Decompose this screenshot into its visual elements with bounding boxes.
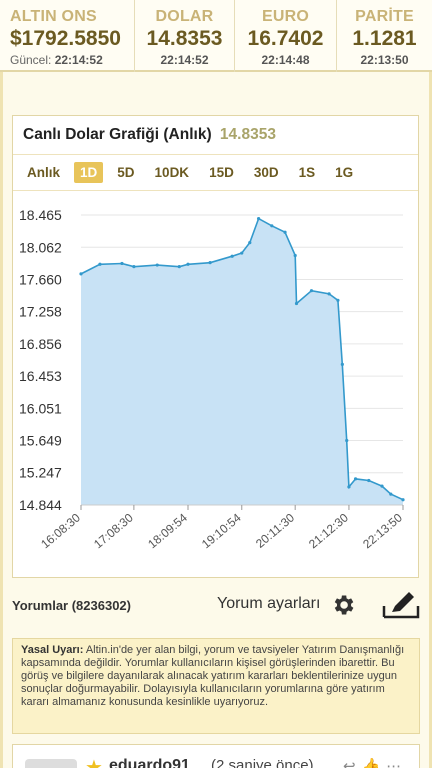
ticker-label: DOLAR bbox=[155, 8, 214, 25]
price-ticker: ALTIN ONS $1792.5850 Güncel: 22:14:52 DO… bbox=[0, 0, 432, 72]
tab-5d[interactable]: 5D bbox=[117, 165, 135, 180]
ticker-euro[interactable]: EURO 16.7402 22:14:48 bbox=[235, 0, 337, 72]
chart-header: Canlı Dolar Grafiği (Anlık) 14.8353 bbox=[13, 116, 418, 155]
x-tick-label: 22:13:50 bbox=[360, 510, 405, 551]
chart-current-value: 14.8353 bbox=[219, 126, 276, 143]
data-point bbox=[336, 298, 340, 302]
x-tick-label: 21:12:30 bbox=[306, 510, 351, 551]
data-point bbox=[380, 484, 384, 488]
data-point bbox=[248, 241, 252, 245]
data-point bbox=[367, 478, 371, 483]
x-tick-label: 19:10:54 bbox=[199, 510, 244, 551]
ticker-parite[interactable]: PARİTE 1.1281 22:13:50 bbox=[337, 0, 432, 72]
more-icon[interactable]: ⋯ bbox=[386, 758, 408, 768]
data-point bbox=[240, 251, 244, 255]
y-tick-label: 17.660 bbox=[19, 271, 62, 287]
y-tick-label: 17.258 bbox=[19, 304, 62, 320]
ticker-value: 14.8353 bbox=[146, 27, 223, 50]
ticker-time-prefix: Güncel: bbox=[10, 53, 52, 67]
ticker-time: 22:14:48 bbox=[261, 53, 310, 67]
ticker-value: 1.1281 bbox=[352, 27, 417, 50]
ticker-label: PARİTE bbox=[355, 8, 414, 25]
data-point bbox=[401, 498, 405, 502]
tab-anlik[interactable]: Anlık bbox=[27, 165, 61, 180]
tab-15d[interactable]: 15D bbox=[209, 165, 234, 180]
ticker-dolar[interactable]: DOLAR 14.8353 22:14:52 bbox=[135, 0, 235, 72]
data-point bbox=[98, 262, 102, 266]
x-tick-label: 16:08:30 bbox=[38, 510, 83, 551]
comments-bar: Yorumlar (8236302) Yorum ayarları bbox=[12, 588, 420, 622]
data-point bbox=[79, 272, 83, 276]
star-icon: ★ bbox=[85, 757, 103, 768]
data-point bbox=[294, 301, 299, 306]
data-point bbox=[155, 263, 159, 267]
data-point bbox=[283, 230, 287, 234]
y-tick-label: 15.649 bbox=[19, 433, 62, 449]
data-point bbox=[186, 262, 190, 266]
chart-range-tabs: Anlık 1D 5D 10DK 15D 30D 1S 1G bbox=[13, 155, 418, 191]
series-area bbox=[81, 218, 403, 505]
y-tick-label: 15.247 bbox=[19, 465, 62, 481]
data-point bbox=[120, 261, 124, 266]
data-point bbox=[327, 292, 331, 296]
warning-title: Yasal Uyarı: bbox=[21, 644, 84, 656]
tab-30d[interactable]: 30D bbox=[253, 165, 279, 180]
data-point bbox=[177, 265, 181, 269]
ticker-value: 16.7402 bbox=[247, 27, 324, 50]
gear-icon[interactable] bbox=[330, 592, 356, 618]
ticker-time: 22:14:52 bbox=[160, 53, 209, 67]
warning-text: Altin.in'de yer alan bilgi, yorum ve tav… bbox=[21, 644, 405, 708]
comment-settings-link[interactable]: Yorum ayarları bbox=[217, 595, 321, 612]
data-point bbox=[270, 224, 274, 228]
data-point bbox=[132, 265, 136, 269]
data-point bbox=[347, 485, 351, 489]
data-point bbox=[389, 492, 393, 496]
ticker-time-value: 22:14:52 bbox=[54, 53, 103, 67]
data-point bbox=[208, 261, 212, 265]
comment-actions: ↩👍⋯ bbox=[343, 757, 407, 768]
tab-1d[interactable]: 1D bbox=[74, 162, 104, 183]
left-rail bbox=[0, 72, 3, 768]
like-icon[interactable]: 👍 bbox=[361, 758, 387, 768]
pencil-icon[interactable] bbox=[382, 590, 420, 620]
data-point bbox=[293, 253, 297, 258]
data-point bbox=[345, 438, 349, 443]
y-tick-label: 14.844 bbox=[19, 497, 62, 513]
data-point bbox=[309, 289, 314, 293]
tab-10dk[interactable]: 10DK bbox=[154, 165, 190, 180]
legal-warning: Yasal Uyarı: Altin.in'de yer alan bilgi,… bbox=[12, 638, 420, 734]
ticker-time: 22:13:50 bbox=[360, 53, 409, 67]
x-tick-label: 18:09:54 bbox=[145, 510, 190, 551]
dollar-chart[interactable]: 18.465 18.062 17.660 17.258 16.856 16.453 16.0… bbox=[13, 194, 418, 577]
chart-card: Canlı Dolar Grafiği (Anlık) 14.8353 Anlı… bbox=[12, 115, 419, 578]
comment-time: (2 saniye önce) bbox=[211, 757, 314, 768]
y-tick-label: 16.051 bbox=[19, 400, 62, 416]
comment-item: ★ eduardo91 (2 saniye önce) ↩👍⋯ bbox=[12, 744, 420, 768]
y-tick-label: 18.062 bbox=[19, 239, 62, 255]
comment-username[interactable]: eduardo91 bbox=[109, 757, 190, 768]
chart-title: Canlı Dolar Grafiği (Anlık) bbox=[23, 126, 212, 143]
data-point bbox=[340, 362, 344, 366]
y-tick-label: 16.453 bbox=[19, 368, 62, 384]
data-point bbox=[230, 254, 234, 258]
y-tick-label: 18.465 bbox=[19, 207, 62, 223]
tab-1s[interactable]: 1S bbox=[298, 165, 316, 180]
data-point bbox=[256, 217, 261, 221]
data-point bbox=[353, 477, 358, 481]
ticker-label: ALTIN ONS bbox=[10, 8, 97, 25]
avatar[interactable] bbox=[25, 759, 77, 768]
y-tick-label: 16.856 bbox=[19, 336, 62, 352]
tab-1g[interactable]: 1G bbox=[335, 165, 354, 180]
comments-count: Yorumlar (8236302) bbox=[12, 598, 131, 613]
ticker-gold-ons[interactable]: ALTIN ONS $1792.5850 Güncel: 22:14:52 bbox=[0, 0, 135, 72]
ticker-time: Güncel: 22:14:52 bbox=[10, 52, 134, 68]
right-rail bbox=[429, 72, 432, 768]
x-tick-label: 20:11:30 bbox=[253, 510, 297, 550]
x-tick-label: 17:08:30 bbox=[91, 510, 136, 551]
reply-icon[interactable]: ↩ bbox=[343, 758, 362, 768]
ticker-label: EURO bbox=[261, 8, 310, 25]
ticker-value: $1792.5850 bbox=[10, 27, 121, 50]
